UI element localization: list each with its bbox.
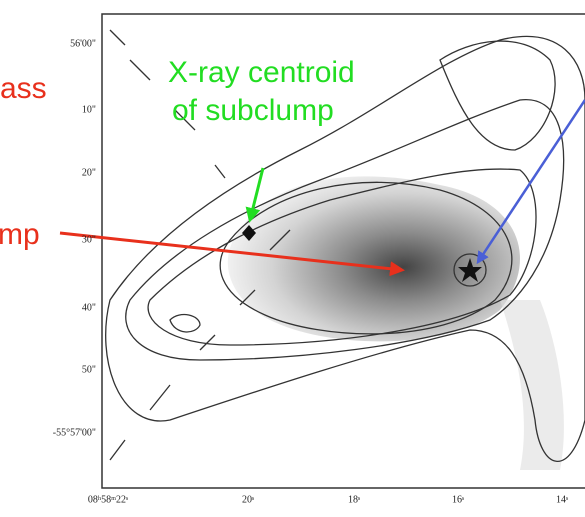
y-tick-label: 40" bbox=[82, 302, 96, 313]
grey-emission bbox=[227, 176, 564, 470]
y-tick-label: 10" bbox=[82, 104, 96, 115]
y-tick-label: 56'00" bbox=[70, 38, 96, 49]
y-tick-label: 30" bbox=[82, 234, 96, 245]
red-arrow bbox=[59, 231, 405, 277]
annotation: of subclump bbox=[172, 94, 334, 127]
star-marker bbox=[458, 258, 482, 282]
annotation: X-ray centroid bbox=[168, 56, 355, 89]
blue-arrow bbox=[476, 99, 585, 265]
annotation: mp bbox=[0, 218, 40, 251]
x-tick-label: 14ˢ bbox=[556, 494, 568, 505]
y-tick-label: 20" bbox=[82, 167, 96, 178]
x-tick-label: 18ˢ bbox=[348, 494, 360, 505]
y-tick-label: 50" bbox=[82, 364, 96, 375]
contours bbox=[105, 29, 585, 462]
x-tick-label: 20ˢ bbox=[242, 494, 254, 505]
x-tick-label: 16ˢ bbox=[452, 494, 464, 505]
diamond-marker bbox=[242, 225, 256, 241]
x-tick-label: 08ʰ58ᵐ22ˢ bbox=[88, 494, 128, 505]
annotation: ass bbox=[0, 72, 47, 105]
y-tick-label: -55°57'00" bbox=[53, 427, 96, 438]
green-arrow bbox=[245, 167, 265, 223]
subclump-circle bbox=[453, 253, 487, 287]
